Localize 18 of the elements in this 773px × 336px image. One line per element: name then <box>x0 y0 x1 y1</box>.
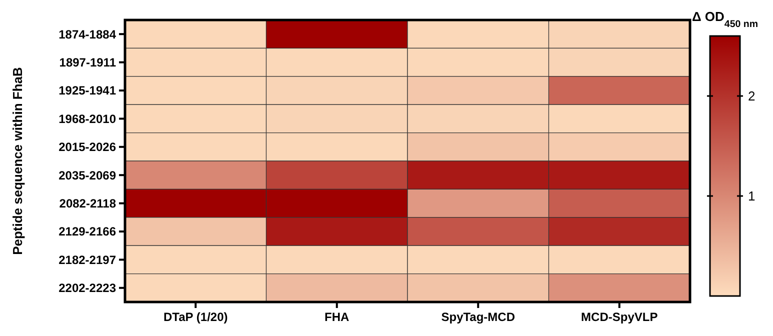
x-tick-label: FHA <box>324 310 350 324</box>
y-tick-label: 1968-2010 <box>58 112 116 126</box>
color-bar-label: 1 <box>748 188 756 204</box>
y-tick-label: 2129-2166 <box>58 224 116 239</box>
y-tick-label: 2202-2223 <box>58 281 116 296</box>
y-axis-title: Peptide sequence within FhaB <box>10 67 25 255</box>
color-bar-title: Δ OD$_{450 nm}$ <box>692 9 758 30</box>
color-bar-label: 2 <box>748 88 756 104</box>
y-tick-label: 1874-1884 <box>58 27 116 42</box>
y-tick-label: 1925-1941 <box>58 84 116 98</box>
x-tick-label: MCD-SpyVLP <box>581 310 658 324</box>
y-tick-label: 2182-2197 <box>58 252 116 267</box>
x-tick-label: SpyTag-MCD <box>441 310 516 324</box>
y-tick-label: 2035-2069 <box>58 168 116 182</box>
y-tick-label: 1897-1911 <box>59 56 116 70</box>
y-tick-label: 2082-2118 <box>59 196 116 210</box>
x-tick-label: DTaP (1/20) <box>164 310 228 324</box>
y-tick-label: 2015-2026 <box>58 140 116 154</box>
